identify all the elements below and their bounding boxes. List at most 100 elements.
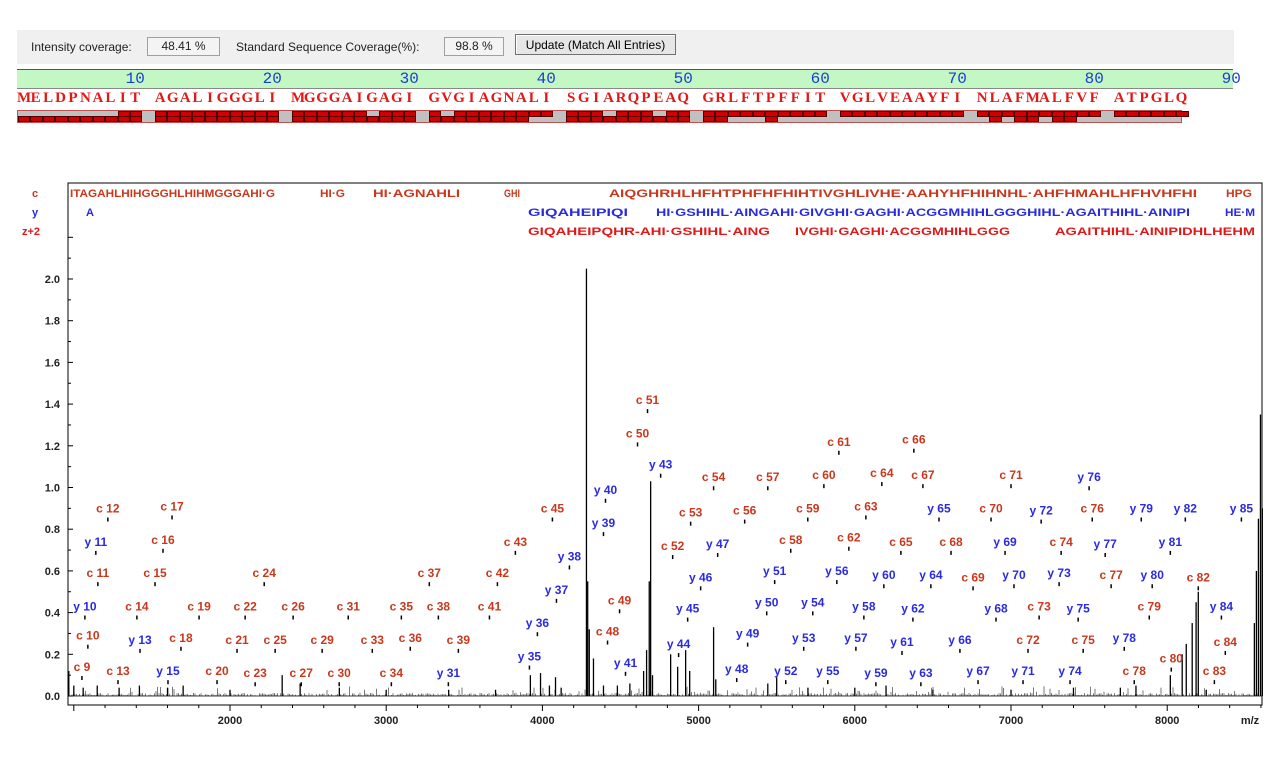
residue[interactable]: G <box>453 90 465 106</box>
fragment-ion-label: c 53 <box>679 506 703 520</box>
residue[interactable]: A <box>603 90 614 106</box>
residue[interactable]: L <box>865 90 876 106</box>
residue[interactable]: A <box>92 90 104 106</box>
residue[interactable]: D <box>55 90 66 106</box>
residue[interactable]: V <box>839 90 851 106</box>
residue[interactable]: L <box>989 90 1000 106</box>
residue[interactable]: A <box>341 90 353 106</box>
residue[interactable]: G <box>366 90 378 106</box>
residue[interactable]: I <box>954 90 961 106</box>
coverage-cell-top <box>1039 111 1052 117</box>
residue[interactable]: G <box>390 90 403 106</box>
residue[interactable]: F <box>1014 90 1025 106</box>
residue[interactable]: L <box>1164 90 1175 106</box>
residue[interactable]: A <box>914 90 926 106</box>
coverage-cell-bottom <box>441 116 454 122</box>
residue[interactable]: E <box>890 90 901 106</box>
residue[interactable]: F <box>790 90 800 106</box>
residue[interactable]: G <box>303 90 316 106</box>
residue[interactable]: G <box>316 90 328 106</box>
residue[interactable]: A <box>378 90 390 106</box>
residue[interactable]: L <box>528 90 539 106</box>
residue[interactable]: A <box>665 90 677 106</box>
residue[interactable]: G <box>577 90 590 106</box>
residue[interactable]: A <box>1113 90 1125 106</box>
residue[interactable]: L <box>43 90 54 106</box>
residue[interactable]: G <box>702 90 715 106</box>
residue[interactable]: Q <box>627 90 640 106</box>
residue[interactable]: F <box>1064 90 1074 106</box>
residue[interactable]: R <box>715 90 727 106</box>
residue[interactable]: P <box>641 90 651 106</box>
residue[interactable]: G <box>1150 90 1163 106</box>
residue[interactable]: I <box>269 90 276 106</box>
residue[interactable]: I <box>356 90 363 106</box>
residue[interactable]: V <box>1076 90 1088 106</box>
residue[interactable]: I <box>406 90 413 106</box>
residue[interactable]: G <box>490 90 503 106</box>
residue[interactable]: A <box>902 90 913 106</box>
residue[interactable]: S <box>567 90 576 106</box>
residue[interactable]: Q <box>1175 90 1188 106</box>
residue[interactable]: G <box>428 90 441 106</box>
residue[interactable]: G <box>166 90 179 106</box>
baseline-noise <box>68 686 1259 696</box>
residue[interactable]: A <box>1001 90 1013 106</box>
residue[interactable]: L <box>1051 90 1062 106</box>
residue[interactable]: A <box>515 90 527 106</box>
residue[interactable]: P <box>765 90 776 106</box>
update-match-all-entries-button[interactable]: Update (Match All Entries) <box>515 34 676 55</box>
y-tick-label: 1.6 <box>45 357 60 369</box>
fragment-ion-label: c 79 <box>1138 600 1162 614</box>
residue[interactable]: F <box>940 90 950 106</box>
residue[interactable]: A <box>179 90 191 106</box>
coverage-cell-bottom <box>167 116 180 122</box>
residue[interactable]: T <box>1126 90 1137 106</box>
residue[interactable]: L <box>192 90 203 106</box>
coverage-cell-bottom <box>316 116 330 122</box>
residue[interactable]: P <box>68 90 78 106</box>
residue[interactable]: A <box>154 90 166 106</box>
residue[interactable]: L <box>728 90 739 106</box>
residue[interactable]: T <box>815 90 826 106</box>
coverage-cell-top <box>777 111 791 117</box>
residue[interactable]: I <box>593 90 600 106</box>
residue[interactable]: G <box>229 90 241 106</box>
residue[interactable]: V <box>441 90 453 106</box>
fragment-ion-label: y 82 <box>1174 502 1198 516</box>
residue[interactable]: R <box>615 90 627 106</box>
residue[interactable]: V <box>877 90 888 106</box>
residue[interactable]: I <box>543 90 550 106</box>
residue[interactable]: M <box>17 90 32 106</box>
residue[interactable]: P <box>1139 90 1149 106</box>
residue[interactable]: I <box>207 90 213 106</box>
residue[interactable]: N <box>976 90 988 106</box>
fragment-ion-label: c 59 <box>796 502 820 516</box>
residue[interactable]: N <box>503 90 515 106</box>
residue[interactable]: L <box>105 90 116 106</box>
residue[interactable]: G <box>851 90 864 106</box>
residue[interactable]: I <box>119 90 126 106</box>
residue[interactable]: E <box>653 90 664 106</box>
residue[interactable]: M <box>291 90 306 106</box>
residue[interactable]: A <box>1039 90 1050 106</box>
fragment-ion-label: c 64 <box>870 466 894 480</box>
residue[interactable]: E <box>30 90 41 106</box>
residue[interactable]: G <box>241 90 254 106</box>
residue[interactable]: A <box>478 90 490 106</box>
residue[interactable]: N <box>80 90 91 106</box>
coverage-cell-top <box>790 111 803 117</box>
residue[interactable]: F <box>778 90 788 106</box>
residue[interactable]: Q <box>677 90 690 106</box>
residue[interactable]: T <box>130 90 141 106</box>
residue[interactable]: G <box>328 90 341 106</box>
residue[interactable]: L <box>254 90 265 106</box>
residue[interactable]: I <box>468 90 475 106</box>
residue[interactable]: F <box>1089 90 1099 106</box>
residue[interactable]: T <box>753 90 764 106</box>
residue[interactable]: F <box>740 90 751 106</box>
residue[interactable]: Y <box>926 90 938 106</box>
residue[interactable]: M <box>1025 90 1040 106</box>
residue[interactable]: G <box>216 90 229 106</box>
residue[interactable]: I <box>804 90 811 106</box>
